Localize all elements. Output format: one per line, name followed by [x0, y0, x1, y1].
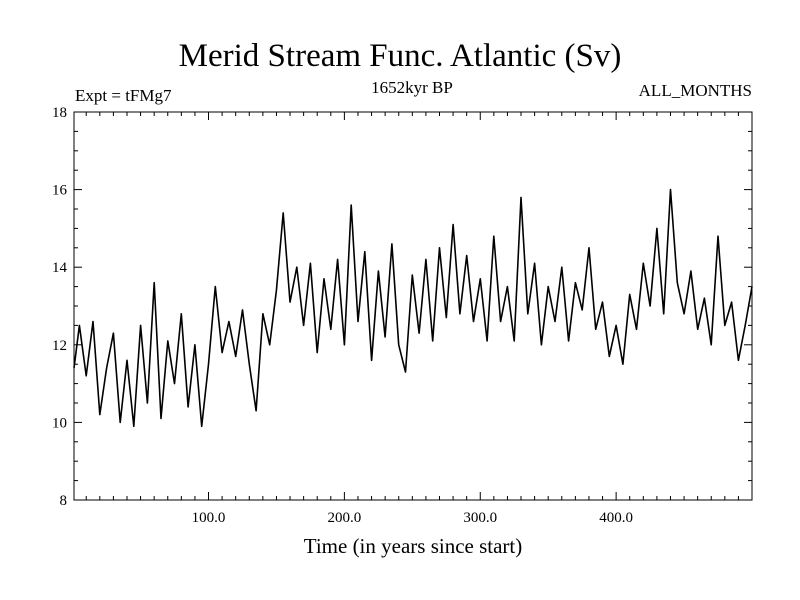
y-tick-label: 10 — [52, 415, 67, 431]
y-tick-label: 14 — [52, 260, 68, 276]
y-tick-label: 16 — [52, 183, 68, 199]
y-tick-label: 8 — [60, 493, 68, 509]
y-tick-label: 18 — [52, 105, 67, 121]
chart-title: Merid Stream Func. Atlantic (Sv) — [179, 38, 622, 74]
time-label: 1652kyr BP — [371, 78, 453, 97]
plot-area — [73, 188, 753, 428]
axes: 8 10 12 14 16 18 100.0 200.0 300.0 400.0 — [52, 105, 753, 526]
x-axis-label: Time (in years since start) — [304, 534, 523, 558]
x-tick-label: 100.0 — [192, 510, 226, 526]
y-tick-label: 12 — [52, 338, 67, 354]
months-label: ALL_MONTHS — [639, 81, 752, 100]
x-tick-label: 200.0 — [328, 510, 362, 526]
x-tick-label: 300.0 — [463, 510, 497, 526]
series-line — [73, 188, 753, 428]
x-tick-label: 400.0 — [599, 510, 633, 526]
experiment-label: Expt = tFMg7 — [75, 86, 172, 105]
